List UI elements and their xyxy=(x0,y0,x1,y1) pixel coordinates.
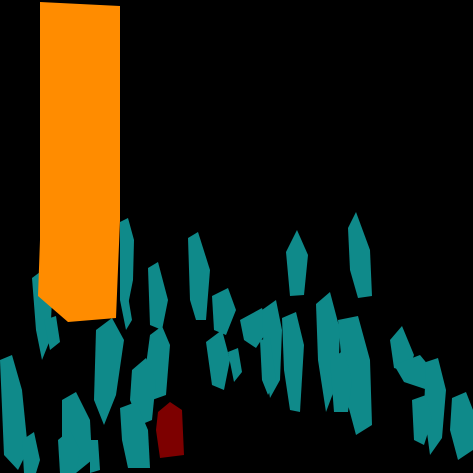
shard xyxy=(120,402,150,468)
shard xyxy=(148,262,168,330)
shard xyxy=(188,232,210,320)
shard xyxy=(260,338,276,395)
shard xyxy=(44,316,60,350)
shard xyxy=(94,318,124,425)
pillar xyxy=(38,2,120,322)
shard xyxy=(240,308,268,348)
shard xyxy=(394,355,434,390)
shard xyxy=(22,432,40,473)
shard xyxy=(412,395,432,445)
shard xyxy=(90,440,100,473)
shard xyxy=(212,288,236,335)
shard xyxy=(206,330,230,390)
shard xyxy=(120,296,132,330)
shard xyxy=(0,355,28,470)
shard-group xyxy=(0,212,473,473)
shard xyxy=(120,218,134,305)
shard xyxy=(348,212,372,298)
shard xyxy=(450,392,473,460)
shard xyxy=(338,316,372,435)
shard xyxy=(58,430,80,473)
shard xyxy=(286,230,308,296)
shard xyxy=(330,350,352,412)
shard xyxy=(282,312,304,412)
shard xyxy=(424,358,446,455)
marker xyxy=(156,402,184,458)
shard xyxy=(228,348,242,382)
